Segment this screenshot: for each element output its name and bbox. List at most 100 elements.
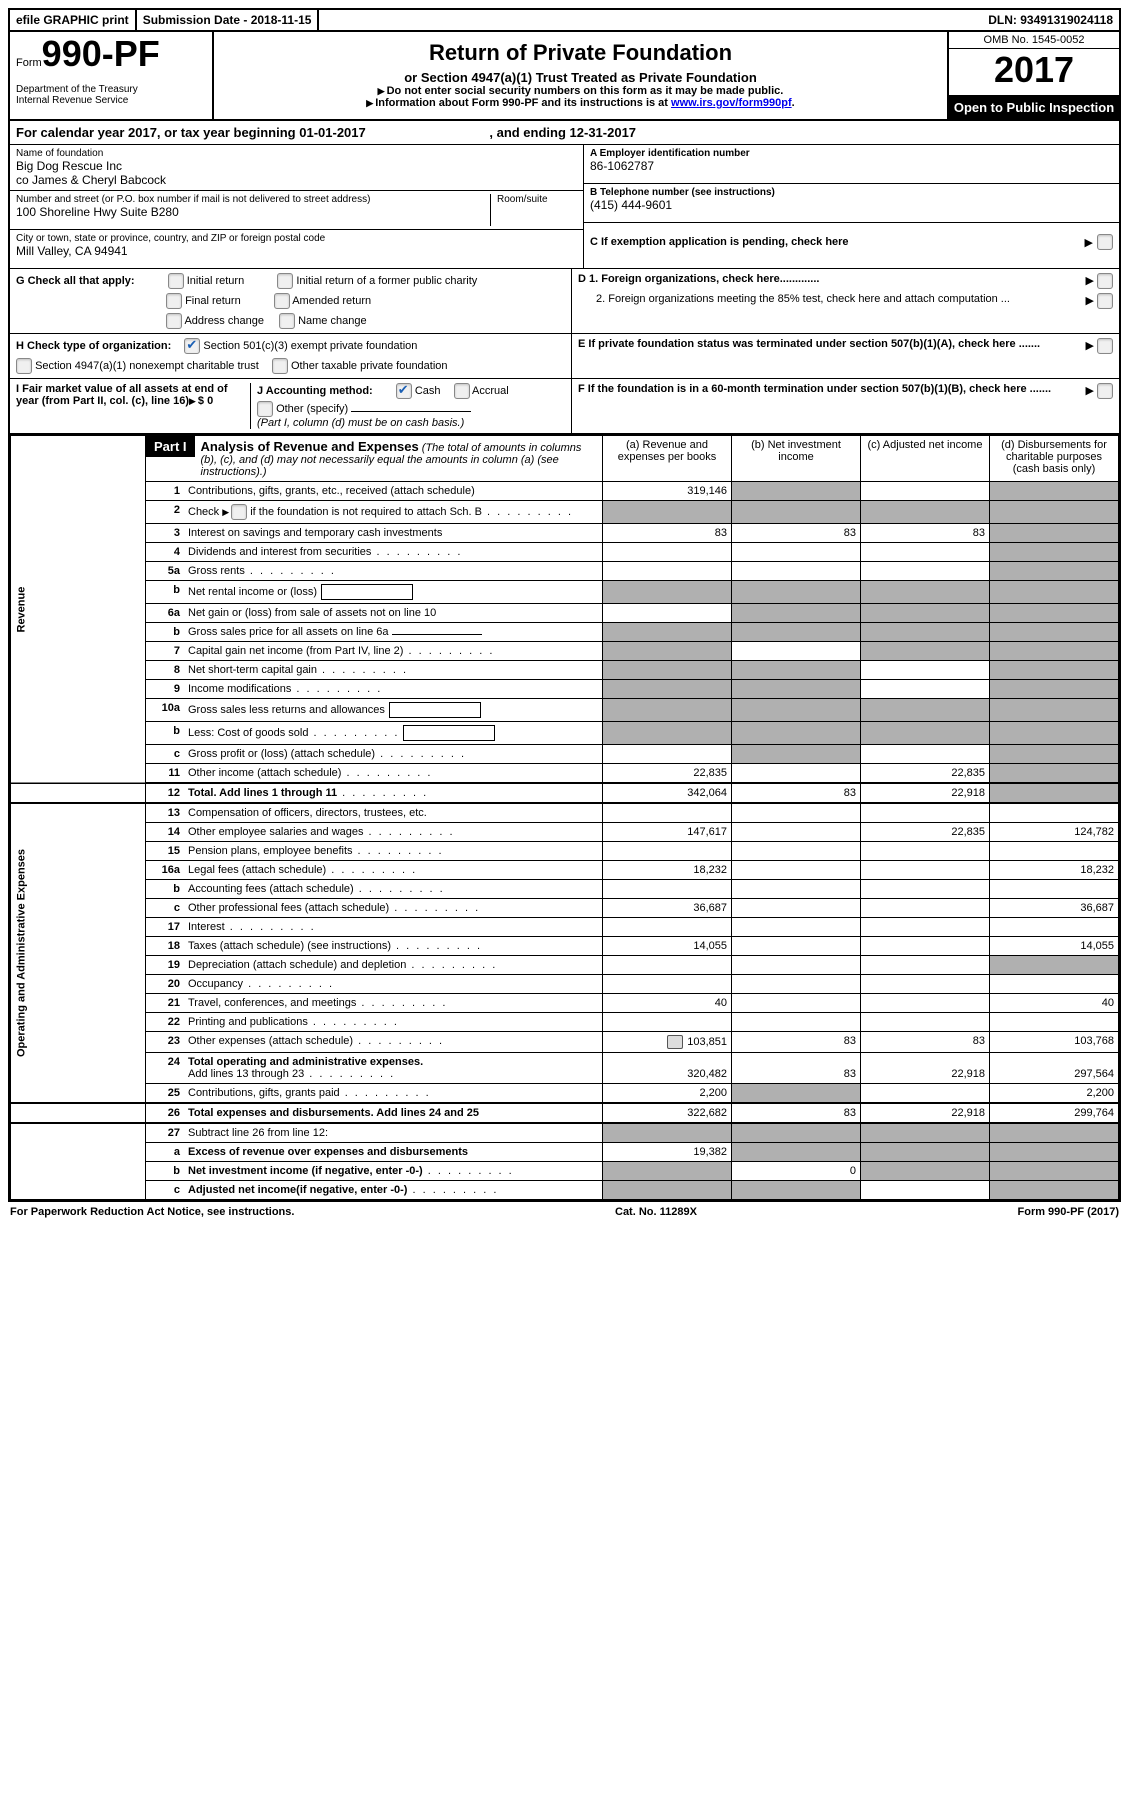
d1-checkbox[interactable] (1097, 273, 1113, 289)
line-desc: Depreciation (attach schedule) and deple… (184, 956, 603, 975)
4947-label: Section 4947(a)(1) nonexempt charitable … (35, 360, 259, 372)
line-desc: Total operating and administrative expen… (184, 1053, 603, 1084)
foundation-info: Name of foundation Big Dog Rescue Inc co… (10, 145, 1119, 269)
j-note: (Part I, column (d) must be on cash basi… (257, 417, 565, 429)
line-desc: Gross profit or (loss) (attach schedule) (184, 745, 603, 764)
amount: 22,918 (861, 1103, 990, 1123)
line-desc: Net investment income (if negative, ente… (184, 1162, 603, 1181)
irs-link[interactable]: www.irs.gov/form990pf (671, 97, 792, 109)
amount: 103,851 (603, 1032, 732, 1053)
amount: 83 (732, 1032, 861, 1053)
line-num: 6a (146, 604, 185, 623)
amount: 2,200 (990, 1084, 1119, 1104)
initial-return-checkbox[interactable] (168, 273, 184, 289)
line-num: 3 (146, 524, 185, 543)
address-change-checkbox[interactable] (166, 313, 182, 329)
form-title: Return of Private Foundation (220, 40, 941, 66)
amount: 299,764 (990, 1103, 1119, 1123)
amount: 22,918 (861, 1053, 990, 1084)
header-center: Return of Private Foundation or Section … (214, 32, 947, 119)
line-desc: Occupancy (184, 975, 603, 994)
address-value: 100 Shoreline Hwy Suite B280 (16, 205, 490, 219)
h-label: H Check type of organization: (16, 340, 171, 352)
line-num: 17 (146, 918, 185, 937)
line-desc: Taxes (attach schedule) (see instruction… (184, 937, 603, 956)
dln: DLN: 93491319024118 (982, 10, 1119, 30)
amount: 22,918 (861, 783, 990, 803)
line-desc: Travel, conferences, and meetings (184, 994, 603, 1013)
line-desc: Less: Cost of goods sold (184, 722, 603, 745)
amount: 322,682 (603, 1103, 732, 1123)
f-checkbox[interactable] (1097, 383, 1113, 399)
exemption-checkbox[interactable] (1097, 234, 1113, 250)
ein-label: A Employer identification number (590, 148, 1113, 159)
amount: 83 (732, 1053, 861, 1084)
line-num: 25 (146, 1084, 185, 1104)
exemption-label: C If exemption application is pending, c… (590, 236, 849, 248)
line-num: 16a (146, 861, 185, 880)
schedule-icon[interactable] (667, 1035, 683, 1049)
line-num: 24 (146, 1053, 185, 1084)
header: Form990-PF Department of the Treasury In… (10, 32, 1119, 121)
col-c-header: (c) Adjusted net income (861, 436, 990, 482)
cal-year-begin: 01-01-2017 (299, 125, 366, 140)
line-desc: Legal fees (attach schedule) (184, 861, 603, 880)
final-return-checkbox[interactable] (166, 293, 182, 309)
col-a-header: (a) Revenue and expenses per books (603, 436, 732, 482)
form-subtitle: or Section 4947(a)(1) Trust Treated as P… (220, 70, 941, 85)
efile-print-label[interactable]: efile GRAPHIC print (10, 10, 137, 30)
revenue-side-label: Revenue (11, 436, 146, 784)
d2-checkbox[interactable] (1097, 293, 1113, 309)
e-checkbox[interactable] (1097, 338, 1113, 354)
other-taxable-checkbox[interactable] (272, 358, 288, 374)
form-id: Form 990-PF (2017) (1018, 1206, 1119, 1218)
schb-checkbox[interactable] (231, 504, 247, 520)
line-desc: Net gain or (loss) from sale of assets n… (184, 604, 603, 623)
section-f: F If the foundation is in a 60-month ter… (571, 379, 1119, 433)
amount: 83 (732, 524, 861, 543)
amount: 320,482 (603, 1053, 732, 1084)
4947-checkbox[interactable] (16, 358, 32, 374)
line-desc: Gross sales price for all assets on line… (184, 623, 603, 642)
line-desc: Interest (184, 918, 603, 937)
tax-year: 2017 (949, 49, 1119, 96)
amount: 36,687 (990, 899, 1119, 918)
line-desc: Contributions, gifts, grants paid (184, 1084, 603, 1104)
cal-year-prefix: For calendar year 2017, or tax year begi… (16, 125, 299, 140)
cash-checkbox[interactable] (396, 383, 412, 399)
part1-table: Revenue Part I Analysis of Revenue and E… (10, 435, 1119, 1200)
amended-label: Amended return (292, 295, 371, 307)
line-num: 2 (146, 501, 185, 524)
line-desc: Gross rents (184, 562, 603, 581)
name-change-checkbox[interactable] (279, 313, 295, 329)
amount: 124,782 (990, 823, 1119, 842)
amount: 103,768 (990, 1032, 1119, 1053)
arrow-icon (366, 97, 375, 109)
amount: 40 (990, 994, 1119, 1013)
foundation-name-2: co James & Cheryl Babcock (16, 173, 577, 187)
amount: 22,835 (603, 764, 732, 784)
amount: 18,232 (603, 861, 732, 880)
line-desc: Other employee salaries and wages (184, 823, 603, 842)
expenses-side-label: Operating and Administrative Expenses (11, 803, 146, 1103)
amount: 83 (732, 783, 861, 803)
line-num: c (146, 1181, 185, 1200)
line-desc: Other income (attach schedule) (184, 764, 603, 784)
initial-former-checkbox[interactable] (277, 273, 293, 289)
line-num: 11 (146, 764, 185, 784)
501c3-checkbox[interactable] (184, 338, 200, 354)
top-bar: efile GRAPHIC print Submission Date - 20… (10, 10, 1119, 32)
line-num: 18 (146, 937, 185, 956)
amended-checkbox[interactable] (274, 293, 290, 309)
line-num: c (146, 745, 185, 764)
amount: 83 (603, 524, 732, 543)
other-method-checkbox[interactable] (257, 401, 273, 417)
city-value: Mill Valley, CA 94941 (16, 244, 577, 258)
amount: 22,835 (861, 764, 990, 784)
amount: 18,232 (990, 861, 1119, 880)
amount: 147,617 (603, 823, 732, 842)
part1-label: Part I (146, 436, 195, 457)
accrual-checkbox[interactable] (454, 383, 470, 399)
part1-title: Analysis of Revenue and Expenses (201, 439, 419, 454)
line-num: 9 (146, 680, 185, 699)
